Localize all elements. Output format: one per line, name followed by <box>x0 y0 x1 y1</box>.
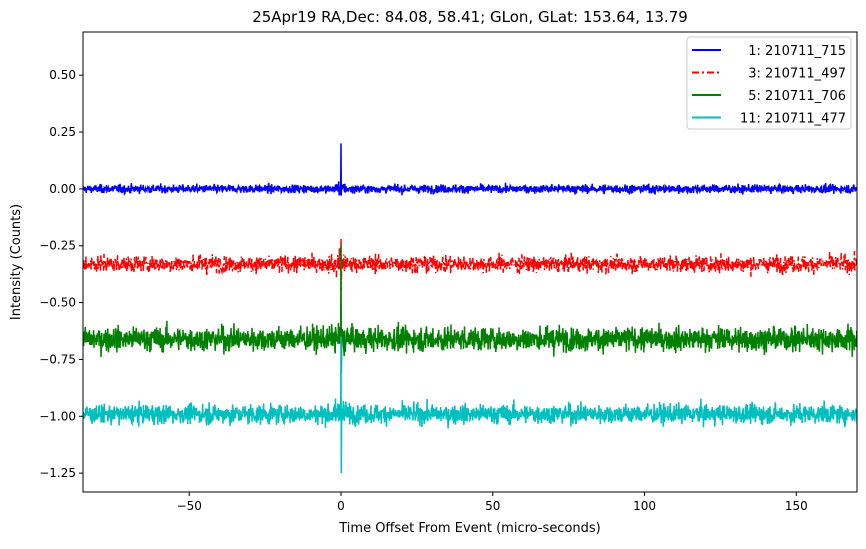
series-line-0 <box>83 143 857 196</box>
y-tick-label: −0.50 <box>39 296 76 310</box>
x-tick-label: 50 <box>485 499 500 513</box>
legend-label: 5: 210711_706 <box>748 89 846 104</box>
x-axis-label: Time Offset From Event (micro-seconds) <box>338 521 601 536</box>
legend-label: 1: 210711_715 <box>748 44 846 59</box>
legend-label: 3: 210711_497 <box>748 67 846 82</box>
series-layer <box>83 143 857 474</box>
y-tick-label: −0.25 <box>39 239 76 253</box>
y-tick-label: 0.00 <box>49 182 76 196</box>
x-tick-label: 0 <box>337 499 345 513</box>
x-tick-label: 150 <box>785 499 808 513</box>
legend-label: 11: 210711_477 <box>740 112 846 127</box>
chart-title: 25Apr19 RA,Dec: 84.08, 58.41; GLon, GLat… <box>252 8 688 26</box>
y-tick-label: −0.75 <box>39 352 76 366</box>
y-axis: 0.50 0.25 0.00 −0.25 −0.50 −0.75 −1.00 −1.25 <box>39 68 83 480</box>
series-line-3 <box>83 336 857 474</box>
series-line-1 <box>83 238 857 292</box>
legend: 1: 210711_715 3: 210711_497 5: 210711_70… <box>686 36 852 130</box>
plot-frame <box>82 31 858 493</box>
x-tick-label: −50 <box>177 499 202 513</box>
y-tick-label: 0.25 <box>49 125 76 139</box>
y-axis-label: Intensity (Counts) <box>9 204 24 320</box>
y-tick-label: 0.50 <box>49 68 76 82</box>
y-tick-label: −1.25 <box>39 466 76 480</box>
x-tick-label: 100 <box>633 499 656 513</box>
y-tick-label: −1.00 <box>39 409 76 423</box>
series-line-2 <box>83 245 857 374</box>
x-axis: −50 0 50 100 150 <box>177 492 808 513</box>
legend-box <box>686 36 852 130</box>
